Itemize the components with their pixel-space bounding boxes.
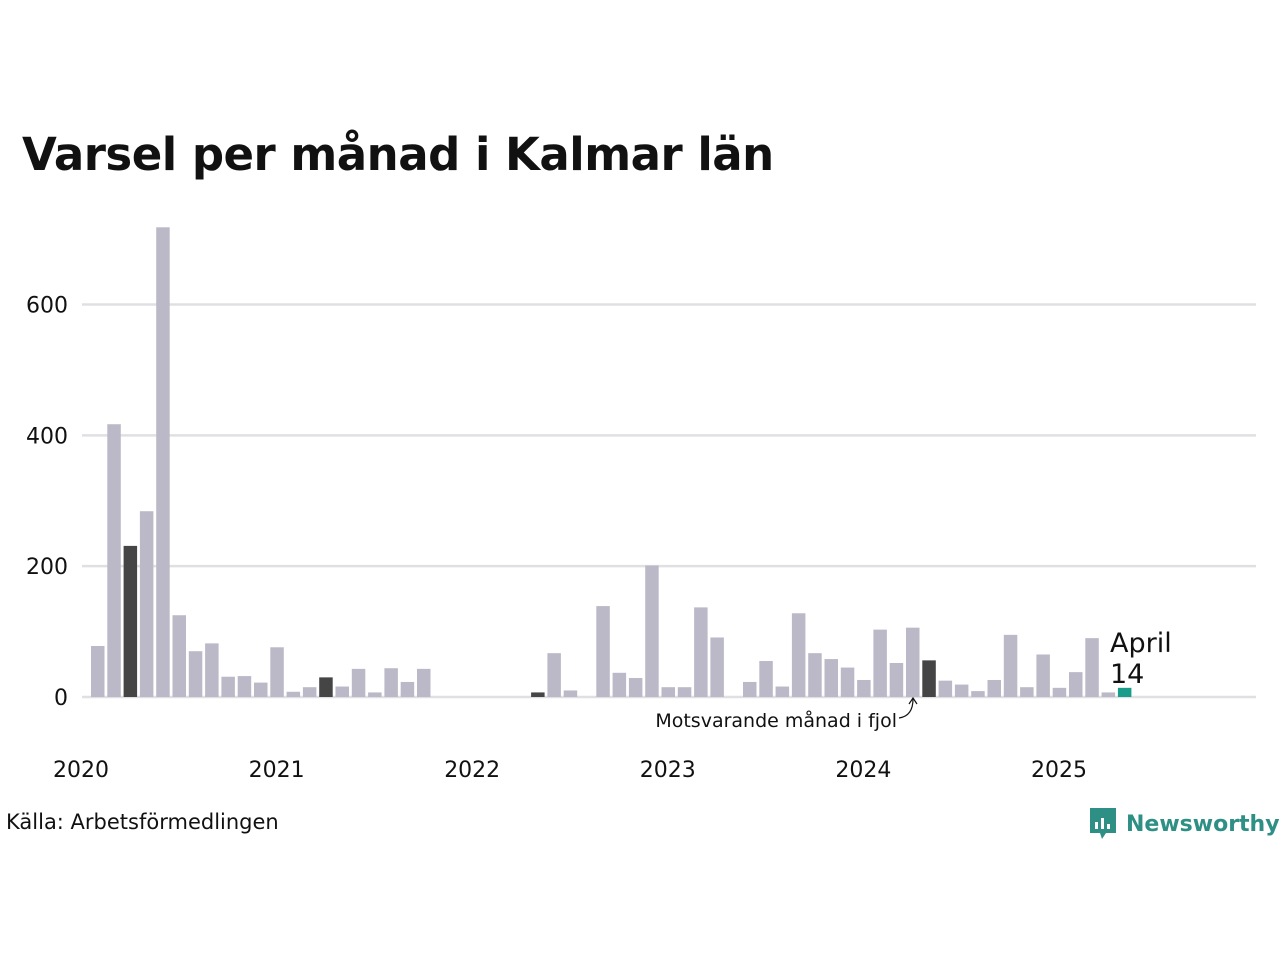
- bar: [987, 679, 1001, 697]
- bar: [1085, 638, 1099, 697]
- bar: [139, 511, 154, 697]
- brand-logo: Newsworthy: [1088, 804, 1280, 844]
- bar: [563, 690, 578, 697]
- bar: [889, 662, 904, 697]
- bar: [335, 686, 349, 697]
- bar: [384, 668, 398, 697]
- bar: [351, 668, 366, 697]
- bar: [971, 691, 985, 697]
- bar: [1003, 634, 1018, 697]
- bar: [172, 615, 186, 697]
- bar: [417, 668, 431, 697]
- annotation-arrowhead: [908, 696, 918, 705]
- bar: [286, 691, 301, 697]
- current-month-label: April: [1110, 628, 1172, 659]
- bar: [302, 687, 317, 697]
- newsworthy-logo-icon: [1090, 808, 1116, 839]
- x-tick-label: 2024: [835, 758, 891, 783]
- y-tick-label: 400: [26, 424, 68, 449]
- bar: [694, 607, 708, 697]
- bar: [922, 660, 936, 697]
- last-year-annotation: Motsvarande månad i fjol: [655, 709, 897, 732]
- bar: [1101, 692, 1116, 697]
- bar: [205, 643, 219, 697]
- bar: [710, 637, 724, 697]
- x-tick-label: 2023: [640, 758, 696, 783]
- bar-chart: 0 200 400 600 2020 2021 2022 2023 2024 2025 Mots…: [26, 227, 1256, 783]
- y-tick-label: 200: [26, 555, 68, 580]
- bar: [123, 545, 138, 697]
- bar: [237, 676, 252, 697]
- y-axis: 0 200 400 600: [26, 294, 68, 712]
- bar: [743, 681, 757, 697]
- bar: [1117, 687, 1132, 697]
- bar: [596, 606, 610, 697]
- bar: [1020, 687, 1034, 697]
- bar: [645, 565, 659, 697]
- bar: [661, 687, 675, 697]
- bar: [531, 692, 545, 697]
- x-tick-label: 2021: [249, 758, 305, 783]
- x-axis: 2020 2021 2022 2023 2024 2025: [53, 758, 1087, 783]
- bar: [368, 692, 382, 697]
- chart-title: Varsel per månad i Kalmar län: [22, 128, 774, 181]
- x-tick-label: 2020: [53, 758, 109, 783]
- bar: [319, 677, 333, 697]
- bar: [107, 424, 121, 697]
- bar: [156, 227, 170, 697]
- x-tick-label: 2022: [444, 758, 500, 783]
- bar: [938, 680, 953, 697]
- bar: [775, 686, 790, 697]
- bar: [873, 629, 887, 697]
- bar: [857, 679, 871, 697]
- brand-name: Newsworthy: [1126, 811, 1280, 837]
- gridlines: [82, 303, 1256, 699]
- source-note: Källa: Arbetsförmedlingen: [6, 810, 279, 834]
- y-tick-label: 600: [26, 294, 68, 319]
- bars: [91, 227, 1132, 697]
- bar: [221, 676, 235, 697]
- bar: [808, 653, 822, 697]
- bar: [1069, 672, 1083, 697]
- bar: [254, 682, 268, 697]
- bar: [759, 661, 773, 697]
- bar: [1036, 654, 1050, 697]
- bar: [824, 659, 838, 697]
- y-tick-label: 0: [54, 686, 68, 711]
- bar: [906, 627, 920, 697]
- bar: [628, 678, 643, 697]
- annotation-arrow: [898, 698, 914, 719]
- bar: [188, 651, 203, 697]
- current-value-label: 14: [1110, 659, 1144, 690]
- bar: [400, 681, 415, 697]
- bar: [840, 667, 855, 697]
- bar: [954, 684, 969, 697]
- annotations: Motsvarande månad i fjol April 14: [655, 628, 1171, 732]
- bar: [791, 613, 806, 697]
- x-tick-label: 2025: [1031, 758, 1087, 783]
- bar: [1052, 687, 1067, 697]
- bar: [612, 672, 627, 697]
- bar: [270, 647, 284, 697]
- bar: [677, 687, 692, 697]
- bar: [91, 645, 105, 697]
- bar: [547, 653, 561, 697]
